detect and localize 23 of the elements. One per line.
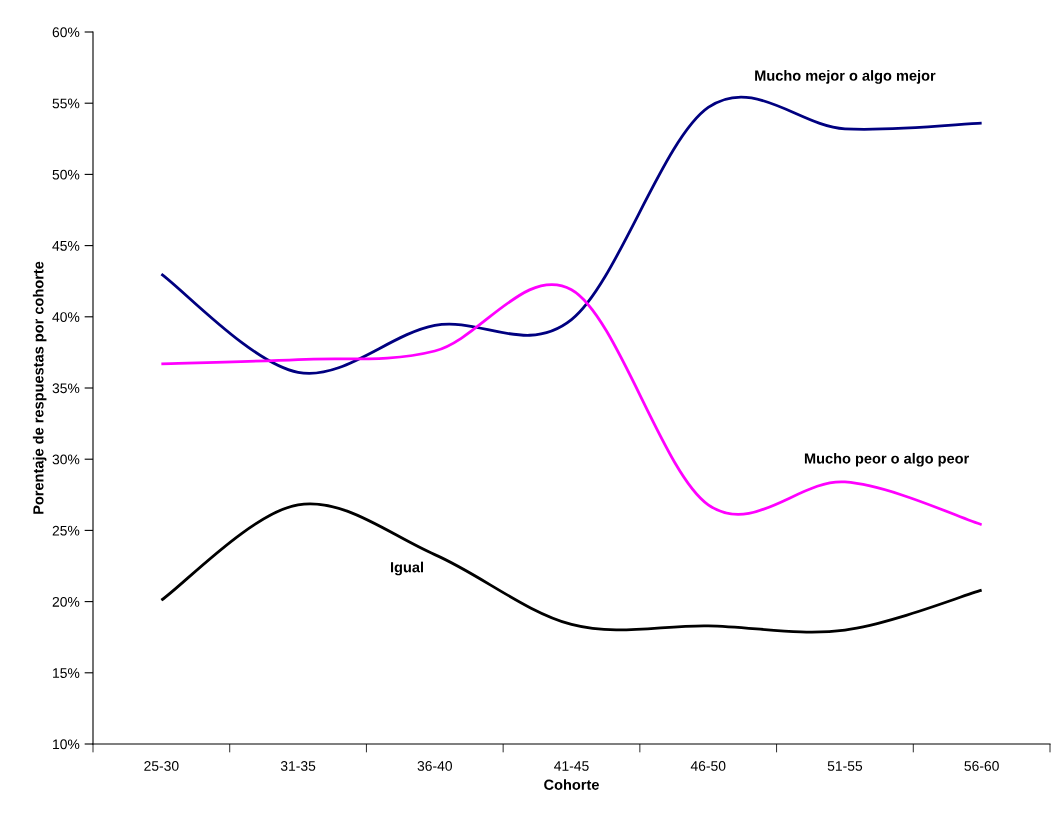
- y-tick-label: 40%: [52, 312, 80, 322]
- x-tick-label: 36-40: [417, 761, 453, 771]
- x-tick-label: 25-30: [144, 761, 179, 771]
- y-tick-label: 60%: [52, 27, 80, 38]
- y-tick-label: 20%: [52, 596, 80, 607]
- y-tick-label: 35%: [52, 383, 80, 394]
- y-tick-label: 15%: [53, 668, 80, 678]
- y-axis-title: Porentaje de respuestas por cohorte: [32, 261, 47, 514]
- y-tick-label: 50%: [52, 169, 80, 180]
- x-tick-label: 51-55: [827, 761, 863, 771]
- x-tick-label: 56-60: [964, 761, 999, 771]
- y-tick-label: 55%: [52, 98, 80, 109]
- x-axis-title: Cohorte: [544, 779, 599, 790]
- series-label: Igual: [390, 561, 423, 576]
- y-tick-label: 30%: [52, 454, 80, 465]
- y-tick-label: 25%: [52, 525, 80, 536]
- x-tick-label: 41-45: [554, 761, 589, 771]
- x-tick-label: 31-35: [280, 761, 316, 771]
- series-label: Mucho peor o algo peor: [804, 452, 970, 467]
- y-tick-label: 10%: [53, 739, 80, 750]
- y-tick-label: 45%: [52, 240, 80, 251]
- x-tick-label: 46-50: [690, 761, 726, 771]
- series-label: Mucho mejor o algo mejor: [755, 70, 936, 84]
